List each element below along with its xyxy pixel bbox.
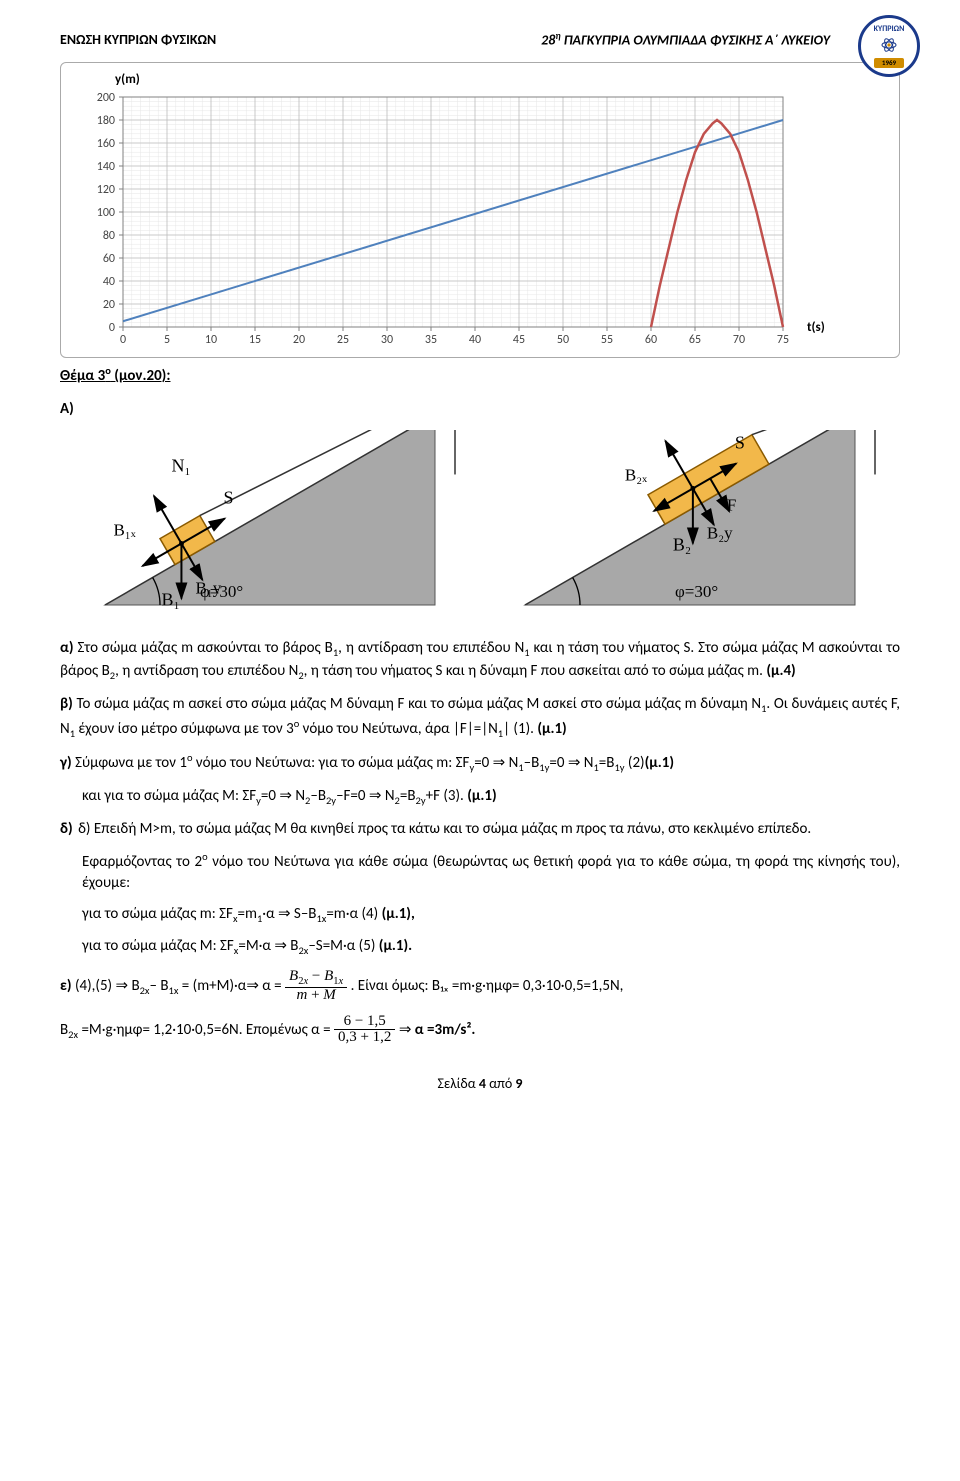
fraction-1: B2x − B1x m + M [285,969,347,1004]
chart-x-axis-label: t(s) [807,319,825,337]
svg-text:70: 70 [733,333,745,347]
svg-text:60: 60 [645,333,657,347]
inclined-plane-diagrams: φ=30°N₁SB₁ₓB₁yB₁ φ=30°N₂SB₂ₓB₂yB₂F [60,430,900,620]
seal-glyph-icon [876,36,902,54]
svg-text:F: F [727,496,736,515]
svg-text:B₂ₓ: B₂ₓ [625,466,647,485]
chart-plot: 0 20 40 60 80 100 120 140 160 180 200 0 5 10 15 20 25 30 3… [71,91,801,351]
header-left: ΕΝΩΣΗ ΚΥΠΡΙΩΝ ΦΥΣΙΚΩΝ [60,30,216,50]
chart-container: y(m) 0 20 40 60 80 100 120 140 160 180 200 0 5 10 15 20… [60,62,900,358]
incline-diagram-left: φ=30°N₁SB₁ₓB₁yB₁ [75,430,465,620]
svg-text:0: 0 [109,321,115,335]
paragraph-gamma-1: γ) Σύμφωνα με τον 1ο νόμο του Νεύτωνα: γ… [60,751,900,776]
svg-text:S: S [735,433,745,453]
svg-text:60: 60 [103,252,115,266]
svg-text:B₂: B₂ [673,535,691,555]
part-a-label: Α) [60,399,900,420]
svg-text:B₁y: B₁y [195,579,221,598]
svg-text:65: 65 [689,333,701,347]
svg-text:30: 30 [381,333,393,347]
paragraph-delta-4: για το σώμα μάζας M: ΣFx=M·α ⇒ B2x–S=M·α… [82,936,900,959]
svg-text:5: 5 [164,333,170,347]
svg-text:B₂y: B₂y [707,524,733,543]
svg-text:15: 15 [249,333,261,347]
paragraph-epsilon-2: B2x =M·g·ημφ= 1,2·10·0,5=6N. Επομένως α … [60,1014,900,1047]
page-header: ΕΝΩΣΗ ΚΥΠΡΙΩΝ ΦΥΣΙΚΩΝ 28η ΠΑΓΚΥΠΡΙΑ ΟΛΥΜ… [60,30,900,50]
header-right: 28η ΠΑΓΚΥΠΡΙΑ ΟΛΥΜΠΙΑΔΑ ΦΥΣΙΚΗΣ Α΄ ΛΥΚΕΙ… [226,30,900,50]
svg-text:N₁: N₁ [171,456,190,476]
svg-text:40: 40 [469,333,481,347]
svg-text:80: 80 [103,229,115,243]
chart-y-axis-label: y(m) [115,71,889,89]
svg-text:35: 35 [425,333,437,347]
svg-text:160: 160 [97,137,115,151]
paragraph-delta-3: για το σώμα μάζας m: ΣFx=m1·α ⇒ S–B1x=m·… [82,904,900,927]
svg-text:25: 25 [337,333,349,347]
svg-text:40: 40 [103,275,115,289]
svg-text:B₁ₓ: B₁ₓ [113,521,135,540]
theme-heading: Θέμα 3ο (μον.20): [60,364,900,387]
svg-text:20: 20 [103,298,115,312]
paragraph-gamma-2: και για το σώμα μάζας M: ΣFy=0 ⇒ N2–B2y–… [82,786,900,809]
page-footer: Σελίδα 4 από 9 [60,1074,900,1094]
svg-text:S: S [223,488,233,508]
svg-text:180: 180 [97,114,115,128]
paragraph-delta-1: δ) δ) Επειδή M>m, το σώμα μάζας M θα κιν… [60,819,900,840]
paragraph-epsilon-1: ε) (4),(5) ⇒ B2x– B1x = (m+M)·α⇒ α = B2x… [60,969,900,1004]
svg-text:B₁: B₁ [161,590,179,610]
svg-text:120: 120 [97,183,115,197]
svg-text:10: 10 [205,333,217,347]
fraction-2: 6 − 1,5 0,3 + 1,2 [334,1014,395,1047]
svg-text:55: 55 [601,333,613,347]
svg-text:50: 50 [557,333,569,347]
svg-text:20: 20 [293,333,305,347]
svg-text:200: 200 [97,91,115,105]
svg-text:45: 45 [513,333,525,347]
paragraph-delta-2: Εφαρμόζοντας το 2ο νόμο του Νεύτωνα για … [82,850,900,894]
svg-text:φ=30°: φ=30° [675,582,718,601]
svg-text:0: 0 [120,333,126,347]
paragraph-beta: β) Το σώμα μάζας m ασκεί στο σώμα μάζας … [60,694,900,741]
svg-text:100: 100 [97,206,115,220]
svg-text:140: 140 [97,160,115,174]
svg-text:75: 75 [777,333,789,347]
paragraph-alpha: α) Στο σώμα μάζας m ασκούνται το βάρος B… [60,638,900,683]
incline-diagram-right: φ=30°N₂SB₂ₓB₂yB₂F [495,430,885,620]
organization-seal-icon: ΚΥΠΡΙΩΝ 1969 [858,15,920,77]
